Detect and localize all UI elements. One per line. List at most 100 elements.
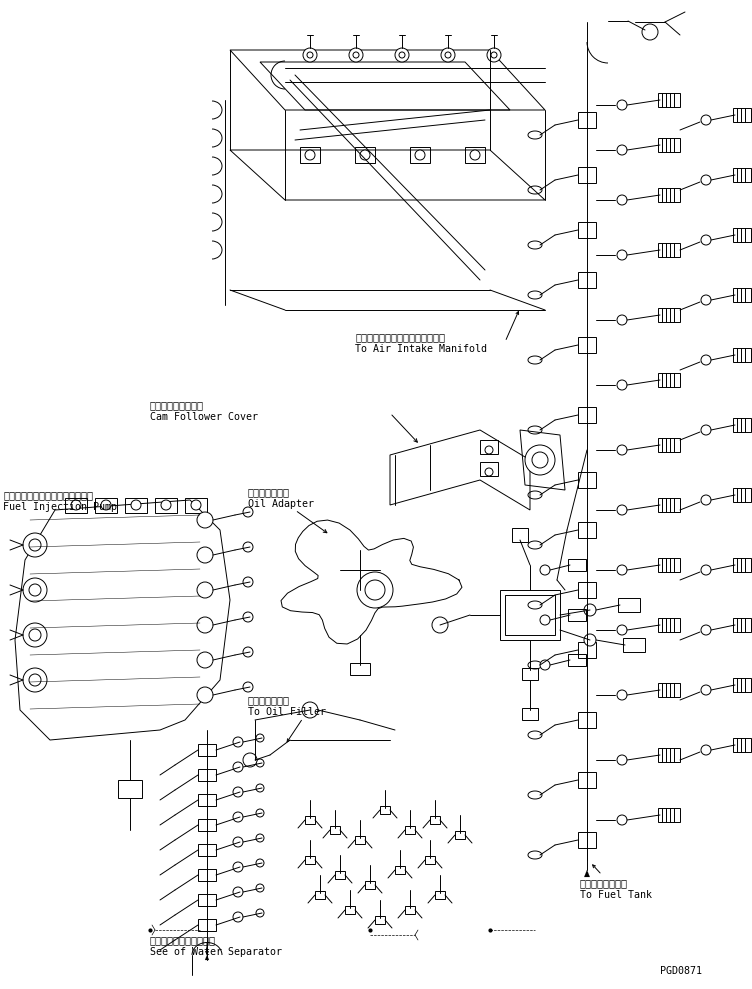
- Circle shape: [233, 912, 243, 922]
- Bar: [198, 894, 216, 906]
- Bar: [733, 288, 751, 302]
- Bar: [578, 642, 596, 658]
- Bar: [118, 780, 142, 798]
- Circle shape: [540, 615, 550, 625]
- Text: フェエルインジェクションポンプ: フェエルインジェクションポンプ: [3, 490, 93, 500]
- Circle shape: [256, 909, 264, 917]
- Circle shape: [305, 150, 315, 160]
- Bar: [95, 498, 117, 513]
- Text: To Fuel Tank: To Fuel Tank: [580, 890, 652, 900]
- Circle shape: [617, 505, 627, 515]
- Bar: [578, 712, 596, 728]
- Bar: [733, 618, 751, 632]
- Circle shape: [491, 52, 497, 58]
- Bar: [578, 272, 596, 288]
- Text: Oil Adapter: Oil Adapter: [248, 499, 314, 509]
- Circle shape: [29, 584, 41, 596]
- Bar: [65, 498, 87, 513]
- Bar: [578, 772, 596, 788]
- Circle shape: [302, 702, 318, 718]
- Circle shape: [701, 175, 711, 185]
- Bar: [658, 808, 680, 822]
- Bar: [578, 407, 596, 423]
- Bar: [198, 919, 216, 931]
- Bar: [623, 638, 645, 652]
- Circle shape: [23, 623, 47, 647]
- Text: To Oil Filler: To Oil Filler: [248, 707, 326, 717]
- Circle shape: [243, 612, 253, 622]
- Circle shape: [701, 235, 711, 245]
- Polygon shape: [205, 955, 209, 960]
- Circle shape: [415, 150, 425, 160]
- Bar: [480, 462, 498, 476]
- Text: See of Water Separator: See of Water Separator: [150, 947, 282, 957]
- Text: エアーインテークマニホールドヘ: エアーインテークマニホールドヘ: [355, 332, 445, 342]
- Circle shape: [256, 734, 264, 742]
- Circle shape: [197, 617, 213, 633]
- Circle shape: [441, 48, 455, 62]
- Circle shape: [617, 380, 627, 390]
- Circle shape: [197, 582, 213, 598]
- Circle shape: [243, 753, 257, 767]
- Bar: [380, 806, 390, 814]
- Bar: [455, 831, 465, 839]
- Circle shape: [23, 668, 47, 692]
- Bar: [512, 528, 528, 542]
- Bar: [658, 618, 680, 632]
- Circle shape: [485, 468, 493, 476]
- Bar: [733, 738, 751, 752]
- Bar: [198, 819, 216, 831]
- Bar: [500, 590, 560, 640]
- Bar: [198, 794, 216, 806]
- Circle shape: [525, 445, 555, 475]
- Bar: [733, 678, 751, 692]
- Circle shape: [617, 445, 627, 455]
- Bar: [335, 871, 345, 879]
- Circle shape: [432, 617, 448, 633]
- Circle shape: [584, 634, 596, 646]
- Circle shape: [357, 572, 393, 608]
- Bar: [345, 906, 355, 914]
- Circle shape: [617, 195, 627, 205]
- Bar: [198, 869, 216, 881]
- Bar: [300, 147, 320, 163]
- Bar: [125, 498, 147, 513]
- Circle shape: [233, 737, 243, 747]
- Circle shape: [71, 500, 81, 510]
- Circle shape: [584, 604, 596, 616]
- Circle shape: [532, 452, 548, 468]
- Bar: [733, 168, 751, 182]
- Bar: [365, 881, 375, 889]
- Circle shape: [395, 48, 409, 62]
- Bar: [465, 147, 485, 163]
- Circle shape: [191, 500, 201, 510]
- Text: カムフォロワカバー: カムフォロワカバー: [150, 400, 204, 410]
- Bar: [305, 816, 315, 824]
- Bar: [198, 744, 216, 756]
- Circle shape: [360, 150, 370, 160]
- Bar: [375, 916, 385, 924]
- Circle shape: [161, 500, 171, 510]
- Circle shape: [233, 887, 243, 897]
- Circle shape: [303, 48, 317, 62]
- Circle shape: [233, 812, 243, 822]
- Bar: [395, 866, 405, 874]
- Circle shape: [617, 100, 627, 110]
- Bar: [578, 832, 596, 848]
- Circle shape: [353, 52, 359, 58]
- Bar: [155, 498, 177, 513]
- Circle shape: [243, 577, 253, 587]
- Bar: [568, 559, 586, 571]
- Circle shape: [256, 759, 264, 767]
- Bar: [350, 663, 370, 675]
- Polygon shape: [584, 870, 590, 877]
- Bar: [618, 598, 640, 612]
- Bar: [733, 348, 751, 362]
- Text: Fuel Injection Pump: Fuel Injection Pump: [3, 502, 117, 512]
- Bar: [733, 488, 751, 502]
- Bar: [425, 856, 435, 864]
- Bar: [405, 826, 415, 834]
- Circle shape: [617, 250, 627, 260]
- Circle shape: [701, 565, 711, 575]
- Circle shape: [540, 660, 550, 670]
